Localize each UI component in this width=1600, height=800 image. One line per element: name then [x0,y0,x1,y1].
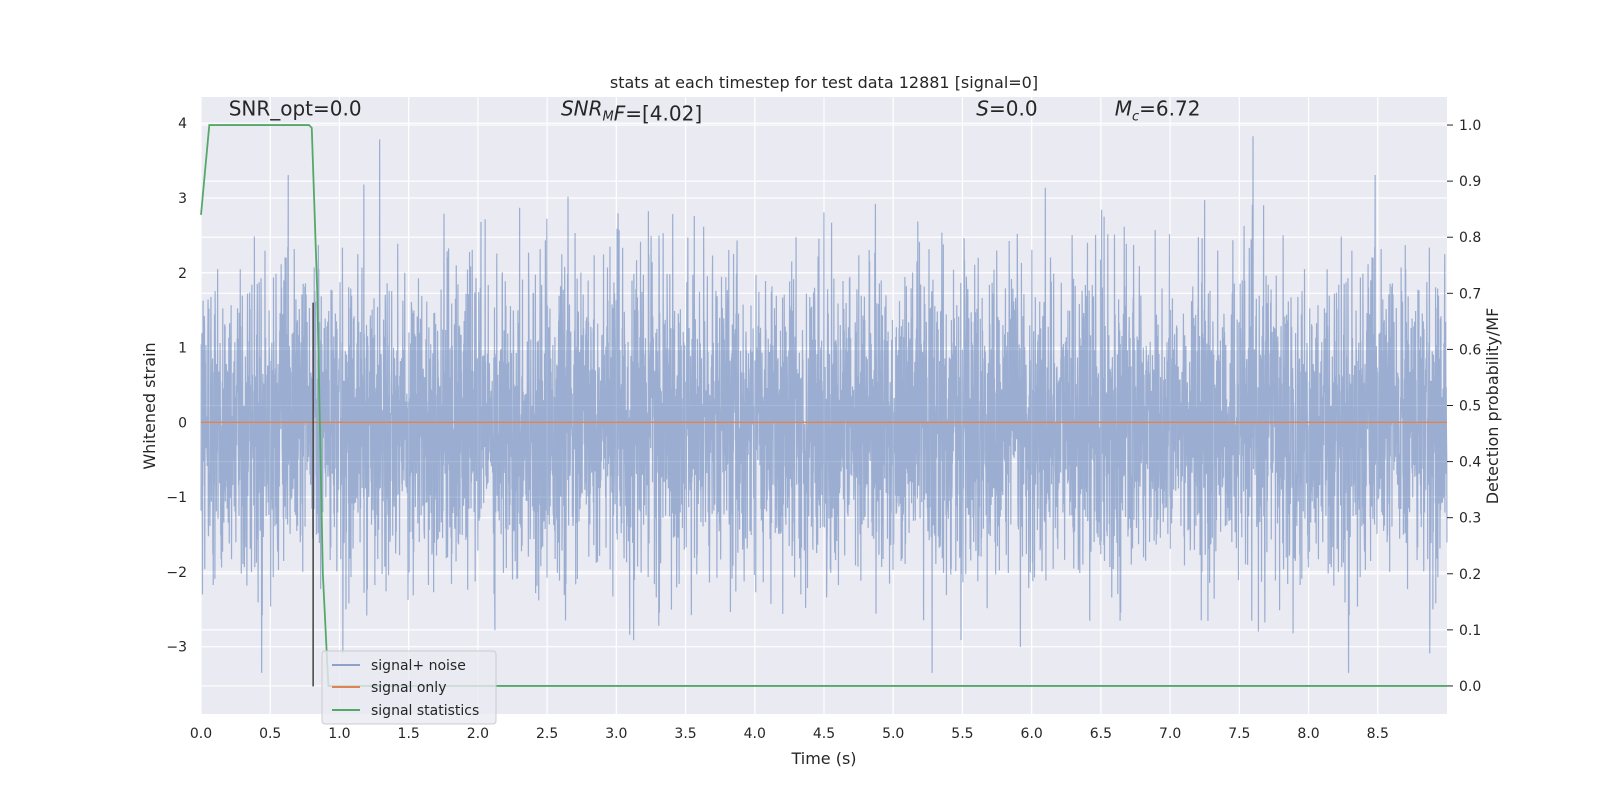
x-axis-label: Time (s) [790,749,856,768]
x-tick-label-7: 3.5 [674,726,696,742]
y-right-axis-ticks: 0.0 0.1 0.2 0.3 0.4 0.5 0.6 0.7 0.8 0.9 1.0 [1447,118,1481,695]
y-left-axis-label: Whitened strain [140,342,159,469]
y-left-tick-label-3: 0 [178,415,187,431]
x-tick-label-1: 0.5 [259,726,281,742]
y-left-tick-label-4: 1 [178,341,187,357]
y-right-tick-label-7: 0.7 [1459,286,1481,302]
legend: signal+ noise signal only signal statist… [321,650,497,725]
x-tick-label-4: 2.0 [467,726,489,742]
annotations: SNR_opt=0.0 SNRMF=[4.02] S=0.0 Mc=6.72 [229,97,1201,126]
x-tick-label-6: 3.0 [605,726,627,742]
y-right-tick-label-5: 0.5 [1459,399,1481,415]
x-tick-label-17: 8.5 [1367,726,1389,742]
x-tick-label-12: 6.0 [1021,726,1043,742]
x-axis-ticks: 0.0 0.5 1.0 1.5 2.0 2.5 3.0 3.5 4.0 4.5 5.0 5.5 6.0 6… [190,726,1389,742]
x-tick-label-8: 4.0 [744,726,766,742]
signal-plus-noise-line [200,136,1448,673]
y-right-tick-label-6: 0.6 [1459,342,1481,358]
y-right-tick-label-2: 0.2 [1459,567,1481,583]
x-tick-label-9: 4.5 [813,726,835,742]
y-left-tick-label-5: 2 [178,266,187,282]
y-right-tick-label-10: 1.0 [1459,118,1481,134]
x-tick-label-16: 8.0 [1297,726,1319,742]
y-right-tick-label-9: 0.9 [1459,174,1481,190]
annotation-3: Mc=6.72 [1115,97,1201,125]
series-signal-plus-noise [200,136,1448,673]
legend-box [321,650,497,725]
y-left-tick-label-1: −2 [166,565,187,581]
chart-title: stats at each timestep for test data 128… [610,73,1038,92]
x-tick-label-15: 7.5 [1228,726,1250,742]
legend-label-signal-statistics: signal statistics [371,703,479,719]
x-tick-label-5: 2.5 [536,726,558,742]
y-right-tick-label-8: 0.8 [1459,230,1481,246]
y-left-axis-ticks: −3 −2 −1 0 1 2 3 4 [166,116,187,656]
y-left-tick-label-0: −3 [166,640,187,656]
y-right-axis-label: Detection probability/MF [1483,308,1502,505]
y-left-tick-label-7: 4 [178,116,187,132]
x-tick-label-14: 7.0 [1159,726,1181,742]
annotation-1: SNRMF=[4.02] [561,97,702,126]
x-tick-label-3: 1.5 [398,726,420,742]
x-tick-label-10: 5.0 [882,726,904,742]
x-tick-label-2: 1.0 [328,726,350,742]
y-left-tick-label-2: −1 [166,490,187,506]
y-right-tick-label-0: 0.0 [1459,679,1481,695]
annotation-2: S=0.0 [976,97,1037,121]
legend-label-signal-only: signal only [371,680,446,696]
y-right-tick-label-4: 0.4 [1459,455,1481,471]
x-tick-label-13: 6.5 [1090,726,1112,742]
y-right-tick-label-1: 0.1 [1459,623,1481,639]
annotation-0: SNR_opt=0.0 [229,97,362,121]
y-right-tick-label-3: 0.3 [1459,511,1481,527]
x-tick-label-11: 5.5 [951,726,973,742]
legend-label-signal-plus-noise: signal+ noise [371,658,466,674]
x-tick-label-0: 0.0 [190,726,212,742]
y-left-tick-label-6: 3 [178,191,187,207]
